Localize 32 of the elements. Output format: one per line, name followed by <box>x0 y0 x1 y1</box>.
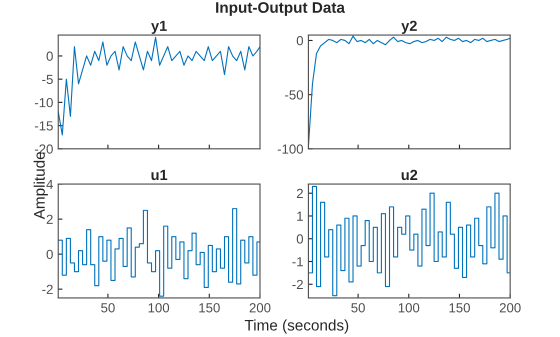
x-tick-label: 100 <box>398 303 420 312</box>
y-tick-label: 0 <box>296 36 304 46</box>
y-tick-label: 0 <box>296 234 304 244</box>
y-tick-label: -2 <box>42 284 53 294</box>
y-tick-label: -15 <box>34 121 53 131</box>
y-tick-label: -5 <box>42 74 53 84</box>
x-tick-label: 150 <box>449 303 470 312</box>
y-tick-label: 0 <box>46 52 53 61</box>
chart-title: u2 <box>402 170 418 180</box>
chart-title: y2 <box>401 20 417 34</box>
y-tick-label: 0 <box>46 250 53 260</box>
chart-title: y1 <box>151 20 167 34</box>
y-tick-label: -10 <box>34 98 53 108</box>
y-tick-label: -20 <box>34 144 53 154</box>
y-axis-title: Amplitude <box>34 152 48 220</box>
x-tick-label: 200 <box>250 303 270 312</box>
y-tick-label: -1 <box>292 257 303 266</box>
y-tick-label: -100 <box>278 144 304 154</box>
y-tick-label: 4 <box>46 180 53 189</box>
x-tick-label: 100 <box>148 303 170 312</box>
x-tick-label: 200 <box>500 303 521 312</box>
x-tick-label: 50 <box>101 303 115 312</box>
y-tick-label: 2 <box>46 214 53 224</box>
x-tick-label: 150 <box>199 303 220 312</box>
x-tick-label: 50 <box>351 303 365 312</box>
y-tick-label: 2 <box>296 188 303 198</box>
text: Input-Output Data <box>216 2 346 16</box>
chart-title: u1 <box>152 170 168 180</box>
x-axis-title: Time (seconds) <box>244 319 348 334</box>
y-tick-label: -50 <box>285 90 304 100</box>
y-tick-label: 1 <box>297 212 303 221</box>
y-tick-label: -2 <box>292 280 303 290</box>
